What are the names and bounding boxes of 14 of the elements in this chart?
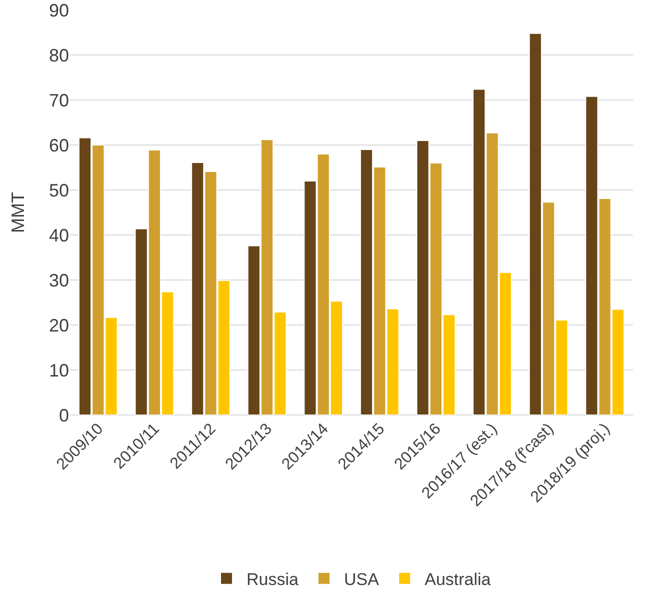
y-tick-label: 80 [48,45,69,66]
y-tick-label: 70 [48,90,69,110]
y-tick-label: 90 [48,0,69,20]
legend-label: Russia [246,570,300,589]
y-axis-title: MMT [8,192,28,233]
y-tick-label: 40 [48,225,69,246]
y-tick-label: 0 [58,405,69,426]
y-tick-label: 50 [48,180,69,200]
y-tick-label: 30 [48,270,69,290]
y-tick-label: 60 [48,135,69,156]
legend-label: USA [344,570,380,589]
legend-label: Australia [424,570,492,589]
y-tick-label: 20 [48,315,69,336]
y-tick-label: 10 [48,360,69,380]
